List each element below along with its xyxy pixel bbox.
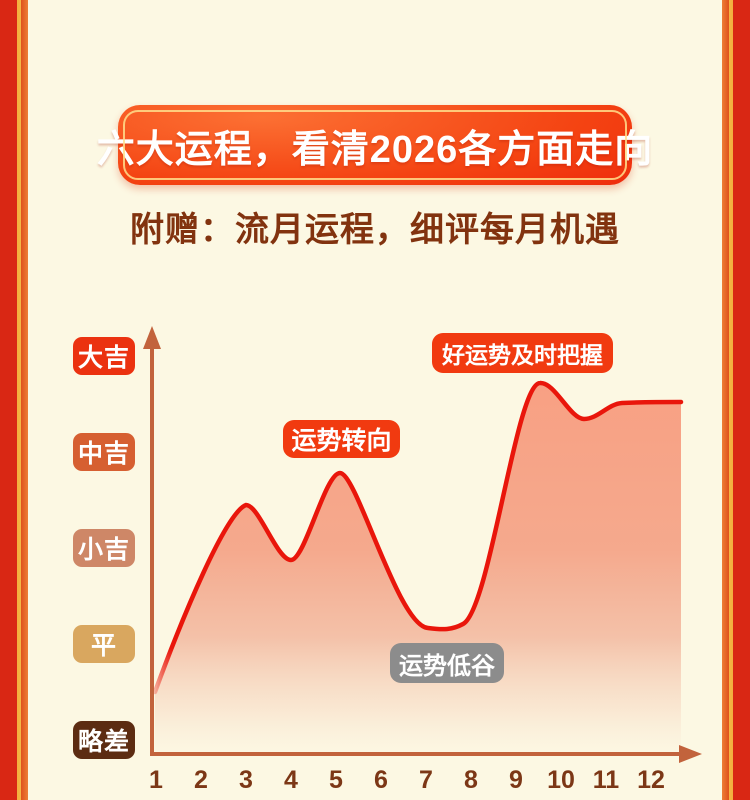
x-tick-month-10: 10	[547, 766, 575, 794]
x-tick-month-12: 12	[637, 766, 665, 794]
axes	[150, 346, 686, 756]
y-level-lvecha: 略差	[73, 721, 135, 759]
page-subtitle: 附赠：流月运程，细评每月机遇	[130, 211, 620, 249]
fortune-line	[152, 380, 684, 695]
x-tick-month-6: 6	[374, 766, 388, 794]
fortune-area-fill	[155, 382, 681, 754]
x-tick-month-11: 11	[592, 766, 620, 794]
x-tick-month-3: 3	[239, 766, 253, 794]
x-tick-month-9: 9	[509, 766, 523, 794]
y-axis-arrow-icon	[143, 326, 161, 349]
annotation-seize-good-luck: 好运势及时把握	[432, 333, 613, 373]
annotation-fortune-trough: 运势低谷	[390, 643, 504, 683]
x-tick-month-7: 7	[419, 766, 433, 794]
y-level-daji: 大吉	[73, 337, 135, 375]
annotation-turning-point: 运势转向	[283, 420, 400, 458]
y-level-xiaoji: 小吉	[73, 529, 135, 567]
x-tick-month-8: 8	[464, 766, 478, 794]
page-title: 六大运程，看清2026各方面走向	[96, 128, 654, 171]
title-banner: 六大运程，看清2026各方面走向	[97, 105, 652, 185]
x-axis-arrow-icon	[679, 745, 702, 763]
x-tick-month-2: 2	[194, 766, 208, 794]
x-tick-month-1: 1	[149, 766, 163, 794]
right-frame-border	[722, 0, 750, 800]
left-frame-border	[0, 0, 28, 800]
x-tick-month-4: 4	[284, 766, 298, 794]
y-level-zhongji: 中吉	[73, 433, 135, 471]
x-tick-month-5: 5	[329, 766, 343, 794]
y-level-ping: 平	[73, 625, 135, 663]
